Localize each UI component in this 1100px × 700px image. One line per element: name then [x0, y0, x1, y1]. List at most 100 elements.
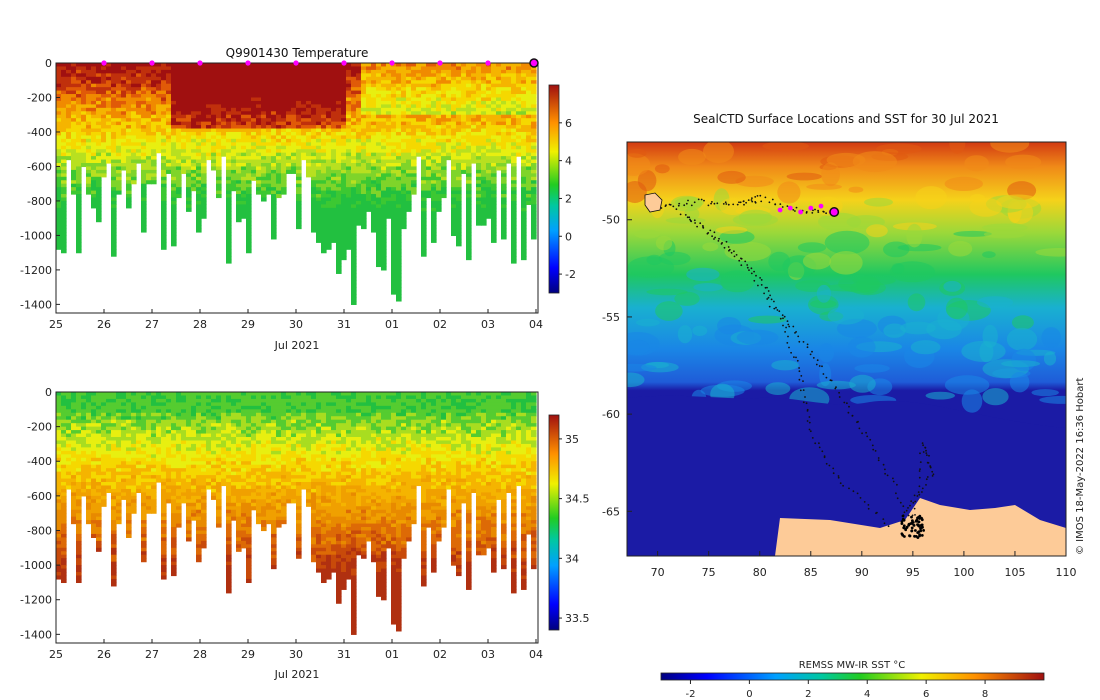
section-cell — [226, 194, 232, 199]
section-cell — [111, 412, 117, 417]
section-cell — [376, 138, 382, 143]
section-cell — [256, 94, 262, 99]
section-cell — [196, 187, 202, 192]
section-cell — [256, 114, 262, 119]
section-cell — [531, 156, 537, 161]
section-cell — [271, 187, 277, 192]
section-cell — [96, 433, 102, 438]
section-cell — [61, 433, 67, 438]
section-cell — [331, 121, 337, 126]
section-cell — [246, 214, 252, 219]
section-cell — [531, 142, 537, 147]
section-cell — [316, 111, 322, 116]
section-cell — [211, 83, 217, 88]
section-cell — [76, 482, 82, 487]
section-cell — [61, 430, 67, 435]
section-cell — [341, 218, 347, 223]
section-cell — [81, 125, 87, 130]
section-cell — [326, 114, 332, 119]
section-cell — [96, 509, 102, 514]
section-cell — [126, 80, 132, 85]
section-cell — [481, 83, 487, 88]
section-cell — [96, 547, 102, 552]
section-cell — [116, 471, 122, 476]
section-cell — [126, 69, 132, 74]
section-cell — [491, 194, 497, 199]
section-cell — [346, 149, 352, 154]
section-cell — [326, 121, 332, 126]
section-cell — [91, 128, 97, 133]
section-cell — [286, 90, 292, 95]
y-tick-label: -600 — [27, 160, 52, 173]
section-cell — [521, 190, 527, 195]
section-cell — [491, 87, 497, 92]
section-cell — [271, 214, 277, 219]
section-cell — [371, 218, 377, 223]
section-cell — [306, 125, 312, 130]
section-cell — [196, 211, 202, 216]
section-cell — [326, 125, 332, 130]
section-cell — [221, 80, 227, 85]
section-cell — [141, 221, 147, 226]
section-cell — [56, 135, 62, 140]
section-cell — [141, 513, 147, 518]
section-cell — [381, 259, 387, 264]
section-cell — [271, 207, 277, 212]
section-cell — [86, 392, 92, 397]
section-cell — [91, 142, 97, 147]
section-cell — [151, 76, 157, 81]
section-cell — [146, 118, 152, 123]
section-cell — [456, 242, 462, 247]
section-cell — [501, 73, 507, 78]
section-cell — [421, 111, 427, 116]
section-cell — [76, 118, 82, 123]
section-cell — [126, 520, 132, 525]
section-cell — [76, 211, 82, 216]
section-cell — [76, 159, 82, 164]
section-cell — [286, 97, 292, 102]
section-cell — [266, 97, 272, 102]
section-cell — [61, 468, 67, 473]
section-cell — [531, 187, 537, 192]
section-cell — [301, 149, 307, 154]
section-cell — [91, 502, 97, 507]
section-cell — [121, 121, 127, 126]
section-cell — [91, 121, 97, 126]
section-cell — [321, 245, 327, 250]
section-cell — [256, 97, 262, 102]
section-cell — [506, 73, 512, 78]
section-cell — [366, 121, 372, 126]
section-cell — [96, 145, 102, 150]
section-cell — [341, 100, 347, 105]
section-cell — [111, 190, 117, 195]
section-cell — [76, 83, 82, 88]
section-cell — [416, 76, 422, 81]
section-cell — [71, 121, 77, 126]
section-cell — [96, 187, 102, 192]
section-cell — [131, 73, 137, 78]
section-cell — [336, 80, 342, 85]
section-cell — [356, 176, 362, 181]
section-cell — [141, 73, 147, 78]
section-cell — [181, 169, 187, 174]
section-cell — [71, 430, 77, 435]
section-cell — [431, 125, 437, 130]
section-cell — [81, 488, 87, 493]
section-cell — [391, 114, 397, 119]
section-cell — [241, 214, 247, 219]
section-cell — [346, 225, 352, 230]
section-cell — [126, 409, 132, 414]
section-cell — [296, 214, 302, 219]
section-cell — [61, 63, 67, 68]
section-cell — [431, 163, 437, 168]
section-cell — [441, 166, 447, 171]
section-cell — [386, 190, 392, 195]
section-cell — [366, 125, 372, 130]
section-cell — [421, 252, 427, 257]
section-cell — [366, 166, 372, 171]
section-cell — [101, 87, 107, 92]
section-cell — [56, 63, 62, 68]
section-cell — [61, 135, 67, 140]
section-cell — [296, 173, 302, 178]
section-cell — [76, 166, 82, 171]
